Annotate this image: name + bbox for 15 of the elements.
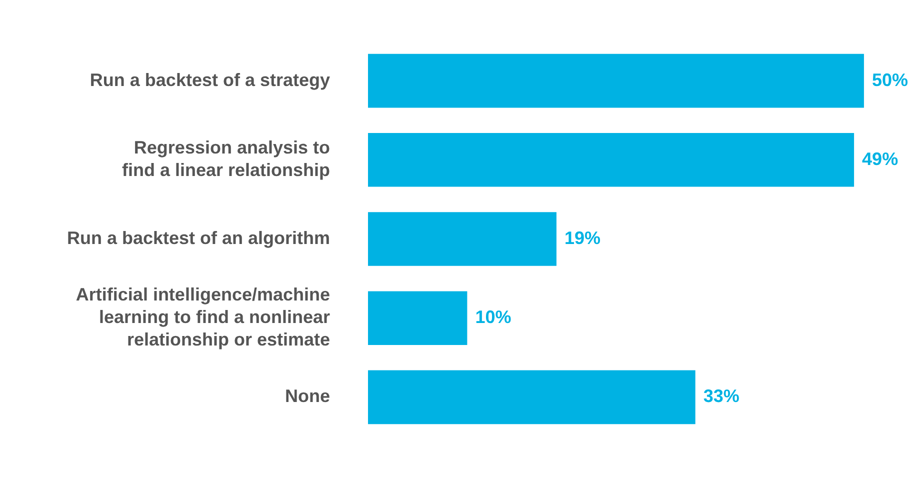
bar xyxy=(368,54,864,108)
bar xyxy=(368,370,696,424)
bar xyxy=(368,291,468,345)
data-label: 33% xyxy=(703,386,740,406)
bar xyxy=(368,212,556,266)
y-tick-label: Run a backtest of a strategy xyxy=(90,70,330,90)
y-tick-label: Artificial intelligence/machine learning to find a nonlinear relationship or estimate xyxy=(76,284,330,350)
y-tick-label: Run a backtest of an algorithm xyxy=(66,228,330,248)
y-tick-label: None xyxy=(285,386,330,406)
data-label: 49% xyxy=(862,148,898,169)
y-tick-label: Regression analysis to find a linear relationship xyxy=(122,138,330,180)
bar xyxy=(368,133,854,187)
data-label: 19% xyxy=(564,228,600,248)
data-label: 50% xyxy=(872,70,908,90)
data-label: 10% xyxy=(475,307,512,328)
